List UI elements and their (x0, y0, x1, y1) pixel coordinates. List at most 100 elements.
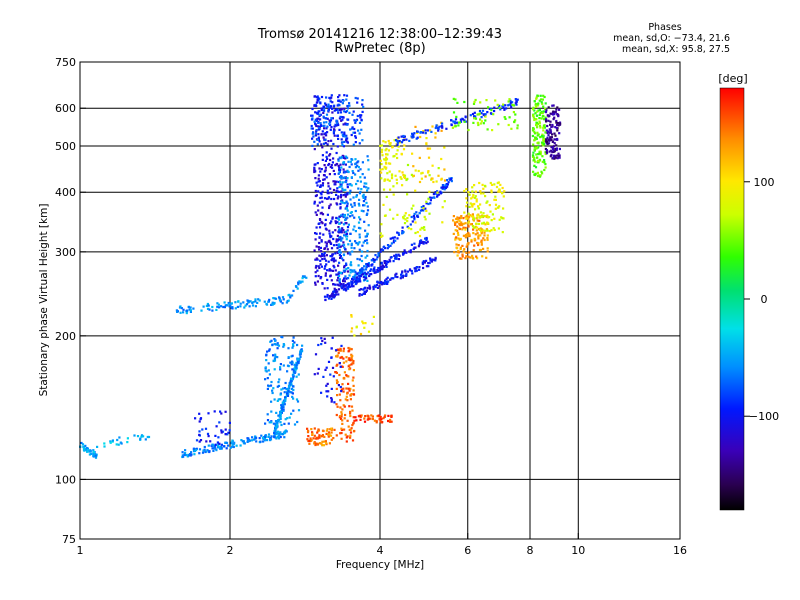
echo-point (283, 436, 286, 439)
echo-point (532, 106, 535, 109)
echo-point (343, 231, 346, 234)
echo-point (314, 232, 317, 235)
echo-point (337, 230, 340, 233)
echo-point (535, 146, 538, 149)
echo-point (382, 203, 385, 206)
echo-point (456, 216, 459, 219)
echo-point (556, 122, 559, 125)
echo-point (400, 273, 403, 276)
echo-point (482, 215, 485, 218)
echo-point (350, 327, 354, 330)
echo-point (413, 212, 416, 215)
echo-point (295, 366, 298, 369)
echo-point (327, 433, 330, 436)
echo-point (352, 376, 355, 379)
echo-point (319, 122, 322, 125)
echo-point (337, 111, 340, 114)
echo-point (333, 125, 336, 128)
echo-point (344, 398, 347, 401)
echo-point (383, 245, 386, 248)
echo-point (395, 153, 398, 156)
echo-point (337, 384, 340, 387)
echo-point (366, 155, 369, 158)
echo-point (338, 171, 341, 174)
echo-point (541, 160, 544, 163)
echo-point (509, 99, 512, 102)
echo-point (277, 430, 280, 433)
echo-point (555, 119, 558, 123)
echo-point (383, 178, 387, 181)
echo-point (331, 366, 335, 369)
echo-point (324, 103, 328, 106)
echo-point (396, 156, 399, 160)
echo-point (510, 106, 513, 109)
echo-point (401, 184, 404, 187)
echo-point (315, 264, 318, 268)
echo-point (363, 287, 366, 290)
echo-point (551, 112, 554, 115)
echo-point (340, 166, 343, 169)
echo-point (382, 265, 386, 268)
echo-point (490, 219, 493, 222)
echo-point (443, 179, 447, 182)
echo-point (334, 252, 337, 255)
echo-point (292, 385, 295, 388)
echo-point (463, 211, 466, 214)
echo-point (346, 392, 349, 395)
echo-point (292, 289, 295, 292)
echo-point (342, 288, 345, 291)
echo-point (220, 305, 223, 308)
echo-point (326, 157, 329, 160)
echo-point (364, 271, 367, 274)
echo-point (342, 285, 345, 288)
echo-point (286, 370, 289, 373)
echo-point (315, 213, 318, 216)
echo-point (355, 118, 359, 121)
echo-point (403, 174, 407, 177)
echo-point (386, 153, 389, 156)
echo-point (467, 242, 470, 245)
echo-point (267, 362, 270, 365)
echo-point (462, 250, 465, 253)
echo-point (329, 100, 332, 103)
echo-point (274, 339, 277, 342)
echo-point (475, 222, 478, 225)
echo-point (358, 288, 361, 292)
echo-point (480, 239, 483, 242)
echo-point (323, 435, 326, 438)
echo-point (408, 250, 411, 253)
echo-point (354, 270, 357, 273)
echo-point (423, 241, 426, 244)
echo-point (467, 128, 470, 132)
echo-point (388, 142, 391, 145)
echo-point (353, 334, 356, 337)
echo-point (352, 393, 355, 396)
echo-point (361, 244, 364, 247)
echo-point (353, 277, 356, 280)
echo-point (474, 98, 477, 102)
echo-point (454, 98, 457, 101)
echo-point (340, 411, 343, 414)
echo-point (347, 223, 350, 226)
echo-point (552, 148, 555, 151)
echo-point (348, 368, 351, 371)
echo-point (265, 359, 268, 362)
echo-point (324, 117, 328, 120)
echo-point (493, 198, 496, 201)
echo-point (381, 281, 385, 284)
echo-point (422, 130, 425, 133)
echo-point (271, 389, 274, 392)
echo-point (266, 439, 269, 442)
echo-point (331, 269, 335, 272)
echo-point (384, 247, 387, 250)
echo-point (347, 277, 350, 280)
echo-point (469, 256, 472, 259)
echo-point (336, 363, 339, 366)
echo-point (394, 239, 397, 242)
echo-point (444, 186, 448, 190)
echo-point (216, 305, 219, 308)
echo-point (486, 250, 489, 253)
echo-point (351, 214, 354, 217)
echo-point (552, 156, 555, 159)
echo-point (333, 287, 336, 290)
